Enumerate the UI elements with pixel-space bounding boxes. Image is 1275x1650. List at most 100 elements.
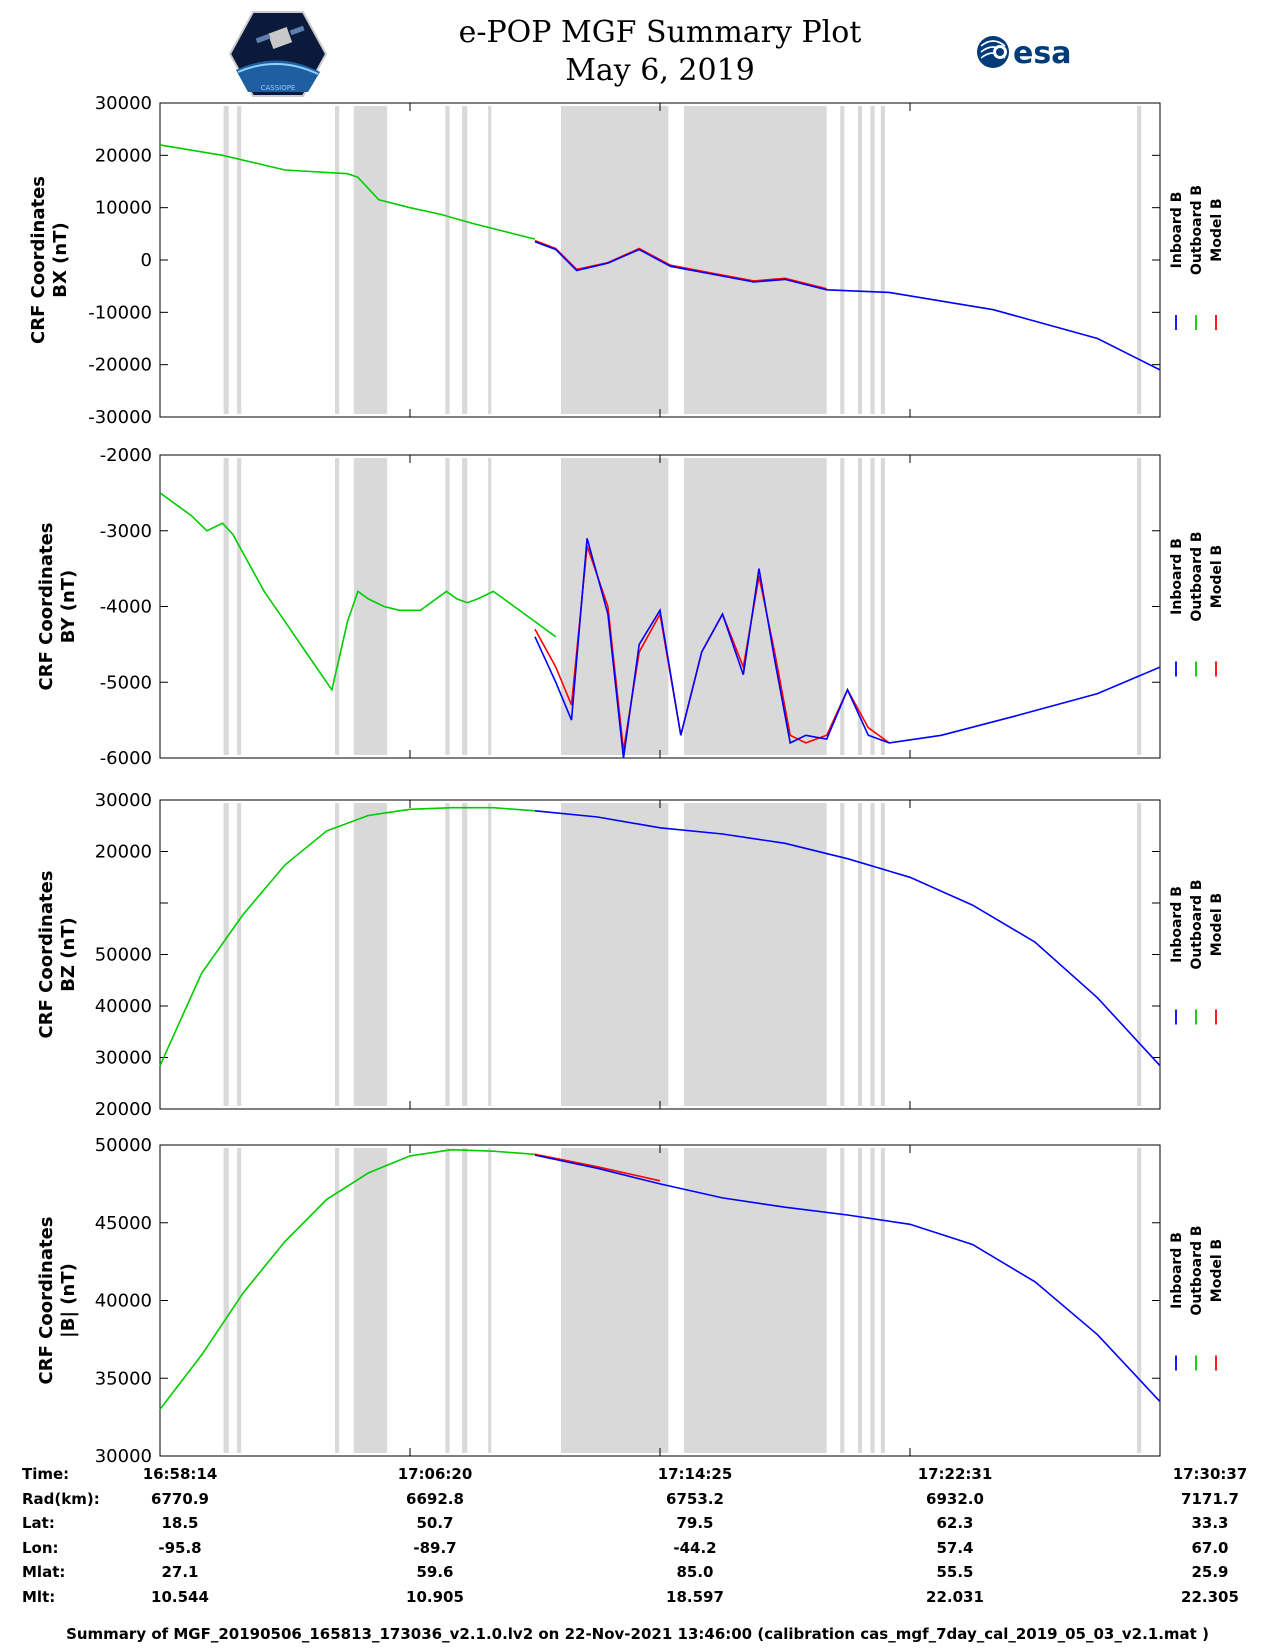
ytick-label-3-7: 20000 bbox=[95, 1099, 152, 1120]
esa-logo: esa bbox=[975, 32, 1095, 72]
shaded-interval-4-2 bbox=[237, 1148, 242, 1453]
ylabel-line-2: BX (nT) bbox=[50, 222, 71, 297]
ylabel-4: CRF Coordinates|B| (nT) bbox=[36, 1217, 79, 1385]
table-cell: 50.7 bbox=[416, 1514, 454, 1532]
table-cell: 17:06:20 bbox=[397, 1465, 473, 1483]
series-inboard-b-2 bbox=[534, 538, 1161, 759]
table-cell: 7171.7 bbox=[1181, 1489, 1239, 1508]
shaded-interval-4-1 bbox=[223, 1148, 229, 1453]
shaded-interval-3-6 bbox=[462, 803, 468, 1106]
shaded-interval-3-7 bbox=[488, 803, 492, 1106]
table-cell: 55.5 bbox=[936, 1563, 974, 1581]
legend-label-1-4: Inboard B bbox=[1169, 1232, 1185, 1309]
table-cell: 25.9 bbox=[1191, 1563, 1229, 1581]
table-cell: 22.305 bbox=[1181, 1587, 1239, 1606]
series-inboard-b-1 bbox=[534, 240, 1161, 371]
plots-svg: 30000 20000 10000 0 -10000 -20000 -30000 CRF Co… bbox=[28, 93, 1225, 1465]
shaded-interval-1-9 bbox=[683, 106, 827, 414]
shaded-interval-3-14 bbox=[1137, 803, 1142, 1106]
esa-logo-text: esa bbox=[1013, 36, 1071, 71]
table-row-label: Rad(km): bbox=[22, 1489, 100, 1508]
series-outboard-b-3 bbox=[159, 806, 536, 1067]
shaded-interval-1-1 bbox=[223, 106, 229, 414]
shaded-interval-4-6 bbox=[462, 1148, 468, 1453]
legend-label-1-1: Inboard B bbox=[1169, 192, 1185, 269]
table-cell: 17:22:31 bbox=[917, 1465, 993, 1483]
shaded-interval-1-10 bbox=[840, 106, 845, 414]
table-cell: 18.597 bbox=[666, 1587, 724, 1606]
ytick-label-2-1: -2000 bbox=[100, 445, 152, 466]
table-cell: 10.905 bbox=[406, 1587, 464, 1606]
shaded-interval-2-10 bbox=[840, 458, 845, 755]
legend-label-1-3: Inboard B bbox=[1169, 886, 1185, 963]
shaded-interval-3-3 bbox=[335, 803, 340, 1106]
legend-label-3-3: Model B bbox=[1209, 893, 1225, 956]
shaded-interval-1-13 bbox=[880, 106, 885, 414]
shaded-interval-2-3 bbox=[335, 458, 340, 755]
shaded-interval-2-8 bbox=[561, 458, 669, 755]
ylabel-line-2: BZ (nT) bbox=[58, 917, 79, 992]
table-cell: 17:14:25 bbox=[657, 1465, 733, 1483]
shaded-interval-3-12 bbox=[870, 803, 875, 1106]
shaded-interval-2-4 bbox=[353, 458, 388, 755]
shaded-interval-2-13 bbox=[880, 458, 885, 755]
shaded-interval-4-9 bbox=[683, 1148, 827, 1453]
shaded-interval-3-9 bbox=[683, 803, 827, 1106]
ylabel-1: CRF CoordinatesBX (nT) bbox=[28, 176, 71, 344]
shaded-interval-1-3 bbox=[335, 106, 340, 414]
table-cell: 85.0 bbox=[676, 1563, 714, 1581]
shaded-interval-4-8 bbox=[561, 1148, 669, 1453]
table-cell: 17:30:37 bbox=[1172, 1465, 1248, 1483]
shaded-interval-1-14 bbox=[1137, 106, 1142, 414]
shaded-interval-4-4 bbox=[353, 1148, 388, 1453]
legend-label-2-3: Outboard B bbox=[1189, 879, 1205, 969]
ytick-label-1-1: 30000 bbox=[95, 93, 152, 114]
table-cell: 6770.9 bbox=[151, 1489, 209, 1508]
shaded-interval-4-14 bbox=[1137, 1148, 1142, 1453]
ylabel-line-1: CRF Coordinates bbox=[28, 176, 49, 344]
ytick-label-4-1: 50000 bbox=[95, 1135, 152, 1156]
shaded-interval-1-5 bbox=[445, 106, 450, 414]
shaded-interval-1-4 bbox=[353, 106, 388, 414]
ytick-label-1-6: -20000 bbox=[88, 355, 152, 376]
legend-label-1-2: Inboard B bbox=[1169, 538, 1185, 615]
series-inboard-b-4 bbox=[534, 1154, 1161, 1403]
table-cell: 18.5 bbox=[161, 1514, 199, 1532]
ylabel-line-2: |B| (nT) bbox=[58, 1263, 79, 1338]
shaded-interval-3-2 bbox=[237, 803, 242, 1106]
ytick-label-1-4: 0 bbox=[141, 250, 152, 271]
table-cell: 16:58:14 bbox=[142, 1465, 218, 1483]
ytick-label-3-2: 20000 bbox=[95, 842, 152, 863]
shaded-interval-1-7 bbox=[488, 106, 492, 414]
table-cell: 6932.0 bbox=[926, 1489, 984, 1508]
table-cell: 57.4 bbox=[936, 1538, 974, 1557]
cassiope-logo: CASSIOPE bbox=[228, 11, 328, 97]
shaded-interval-4-13 bbox=[880, 1148, 885, 1453]
table-row-label: Mlt: bbox=[22, 1587, 56, 1606]
series-inboard-b-3 bbox=[534, 810, 1161, 1067]
series-outboard-b-2 bbox=[159, 492, 557, 692]
table-cell: 6753.2 bbox=[666, 1489, 724, 1508]
table-cell: -89.7 bbox=[413, 1538, 457, 1557]
shaded-interval-3-5 bbox=[445, 803, 450, 1106]
ylabel-2: CRF CoordinatesBY (nT) bbox=[36, 523, 79, 691]
table-cell: 79.5 bbox=[676, 1514, 714, 1532]
table-row-label: Mlat: bbox=[22, 1563, 66, 1581]
table-cell: 22.031 bbox=[926, 1587, 984, 1606]
shaded-interval-3-13 bbox=[880, 803, 885, 1106]
table-row-label: Lat: bbox=[22, 1514, 55, 1532]
footer-caption: Summary of MGF_20190506_165813_173036_v2… bbox=[66, 1625, 1209, 1643]
shaded-interval-2-9 bbox=[683, 458, 827, 755]
shaded-interval-1-12 bbox=[870, 106, 875, 414]
ytick-label-1-3: 10000 bbox=[95, 198, 152, 219]
shaded-interval-3-10 bbox=[840, 803, 845, 1106]
shaded-interval-4-5 bbox=[445, 1148, 450, 1453]
legend-label-2-4: Outboard B bbox=[1189, 1225, 1205, 1315]
ylabel-line-1: CRF Coordinates bbox=[36, 1217, 57, 1385]
shaded-interval-1-11 bbox=[857, 106, 863, 414]
shaded-interval-4-12 bbox=[870, 1148, 875, 1453]
ytick-label-4-3: 40000 bbox=[95, 1291, 152, 1312]
shaded-interval-2-6 bbox=[462, 458, 468, 755]
ytick-label-2-4: -5000 bbox=[100, 672, 152, 693]
table-cell: 62.3 bbox=[936, 1514, 974, 1532]
